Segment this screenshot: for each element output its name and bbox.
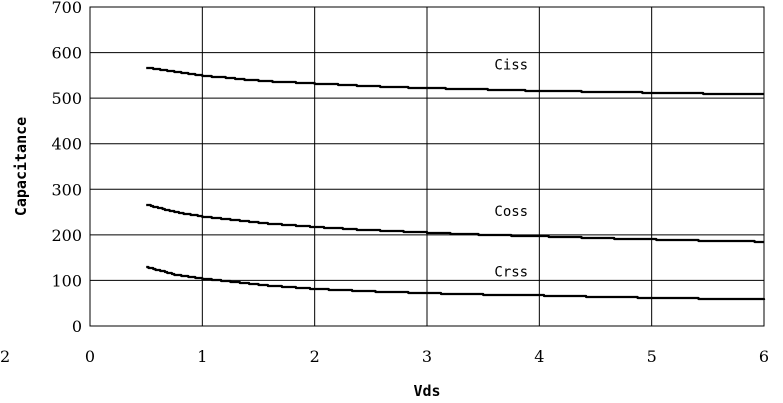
y-tick-label: 200: [51, 226, 82, 245]
series-line-crss: [146, 265, 766, 301]
x-axis-label: Vds: [413, 382, 440, 400]
x-tick-label: 2: [310, 347, 320, 366]
stray-tick-label: 2: [0, 347, 10, 366]
series-label-ciss: Ciss: [494, 57, 528, 73]
y-tick-label: 400: [51, 135, 82, 154]
grid: [89, 6, 765, 327]
series-label-crss: Crss: [494, 264, 528, 280]
x-tick-label: 4: [534, 347, 544, 366]
y-tick-labels: 0 100 200 300 400 500 600 700: [51, 0, 82, 336]
x-tick-label: 6: [759, 347, 769, 366]
x-tick-labels: 0 1 2 3 4 5 6: [85, 347, 769, 366]
x-tick-label: 0: [85, 347, 95, 366]
y-tick-label: 0: [72, 317, 82, 336]
y-axis-label: Capacitance: [12, 117, 30, 216]
series-line-coss: [146, 203, 764, 244]
y-tick-label: 100: [51, 271, 82, 290]
series-layer: Ciss Coss Crss: [146, 57, 766, 301]
x-tick-label: 5: [647, 347, 657, 366]
y-tick-label: 500: [51, 89, 82, 108]
series-line-ciss: [146, 66, 764, 96]
y-tick-label: 600: [51, 44, 82, 63]
x-tick-label: 1: [197, 347, 207, 366]
y-tick-label: 300: [51, 180, 82, 199]
plot-frame: [89, 6, 765, 327]
y-tick-label: 700: [51, 0, 82, 17]
series-label-coss: Coss: [494, 204, 528, 220]
x-tick-label: 3: [422, 347, 432, 366]
